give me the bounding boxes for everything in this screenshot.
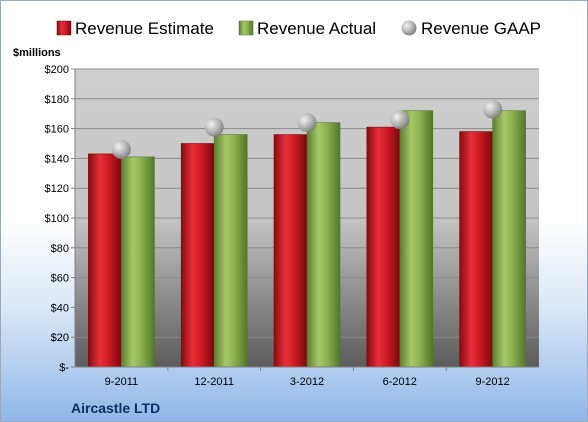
bar-revenue-estimate — [180, 143, 215, 368]
x-tick-label: 3-2012 — [290, 376, 324, 388]
legend-label-revenue-actual: Revenue Actual — [257, 19, 376, 38]
marker-revenue-gaap — [297, 113, 317, 133]
gaap-markers — [111, 99, 503, 159]
legend-marker-revenue-gaap — [401, 20, 417, 36]
y-tick-label: $160 — [45, 124, 69, 136]
bar-revenue-estimate — [366, 126, 401, 368]
legend-swatch-revenue-estimate — [56, 20, 72, 36]
marker-revenue-gaap — [111, 139, 131, 159]
legend-swatch-revenue-actual — [238, 20, 254, 36]
x-tick-label: 6-2012 — [383, 376, 417, 388]
legend-item-revenue-estimate: Revenue Estimate — [56, 19, 214, 38]
y-tick-label: $60 — [51, 273, 69, 285]
y-axis-unit-label: $millions — [13, 47, 61, 59]
legend-item-revenue-actual: Revenue Actual — [238, 19, 376, 38]
y-tick-label: $20 — [51, 332, 69, 344]
y-tick-label: $80 — [51, 243, 69, 255]
legend-item-revenue-gaap: Revenue GAAP — [401, 19, 541, 38]
y-tick-label: $140 — [45, 153, 69, 165]
legend-label-revenue-gaap: Revenue GAAP — [421, 19, 541, 38]
y-tick-label: $- — [59, 362, 69, 374]
bar-revenue-actual — [213, 134, 248, 368]
marker-revenue-gaap — [483, 99, 503, 119]
x-axis-ticks: 9-2011 12-2011 3-2012 6-2012 9-2012 — [105, 367, 510, 388]
marker-revenue-gaap — [204, 117, 224, 137]
legend-label-revenue-estimate: Revenue Estimate — [75, 19, 214, 38]
x-tick-label: 12-2011 — [194, 376, 234, 388]
y-tick-label: $120 — [45, 183, 69, 195]
bar-revenue-estimate — [459, 131, 493, 368]
bar-revenue-actual — [306, 122, 341, 368]
bar-revenue-estimate — [88, 153, 122, 368]
bar-revenue-actual — [399, 110, 434, 368]
bar-revenue-actual — [492, 110, 526, 368]
chart-legend: Revenue Estimate Revenue Actual Revenue … — [56, 19, 541, 38]
y-axis-ticks: $- $20 $40 $60 $80 $100 $120 $140 $160 $180 $200 — [45, 64, 75, 374]
bar-revenue-actual — [121, 156, 155, 368]
y-tick-label: $100 — [45, 213, 69, 225]
marker-revenue-gaap — [390, 110, 410, 130]
x-tick-label: 9-2011 — [105, 376, 138, 388]
company-name-label: Aircastle LTD — [71, 400, 160, 416]
y-tick-label: $200 — [45, 64, 69, 76]
x-tick-label: 9-2012 — [475, 376, 509, 388]
y-tick-label: $40 — [51, 302, 69, 314]
y-tick-label: $180 — [45, 94, 69, 106]
bar-revenue-estimate — [273, 134, 308, 368]
bars — [88, 110, 526, 368]
